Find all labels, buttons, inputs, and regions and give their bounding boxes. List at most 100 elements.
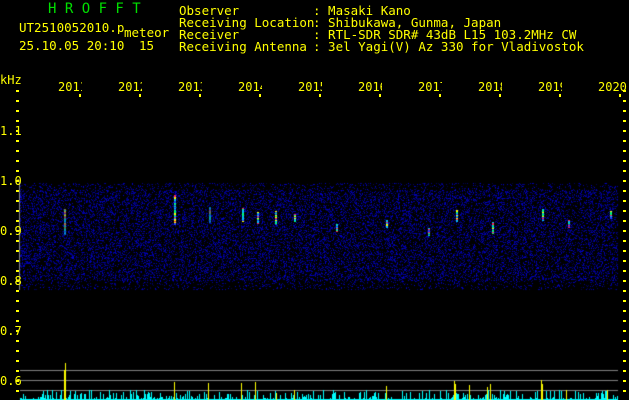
y-tick-right xyxy=(623,240,626,242)
y-tick xyxy=(16,320,19,322)
y-tick xyxy=(16,170,19,172)
y-tick xyxy=(16,390,19,392)
y-tick-right xyxy=(623,170,626,172)
y-tick-right xyxy=(623,380,626,382)
file-type: meteor xyxy=(124,25,170,40)
y-tick-label: 1.0 xyxy=(0,174,22,188)
y-tick-right xyxy=(623,180,626,182)
x-tick-label: 2020 xyxy=(598,80,627,94)
y-tick xyxy=(16,230,19,232)
x-tick xyxy=(79,94,81,97)
x-tick xyxy=(259,94,261,97)
y-tick xyxy=(16,290,19,292)
y-tick-right xyxy=(623,190,626,192)
x-tick-label: 2014 xyxy=(238,80,262,94)
y-tick-label: 0.6 xyxy=(0,374,22,388)
y-tick xyxy=(16,200,19,202)
y-tick-right xyxy=(623,310,626,312)
y-tick-right xyxy=(623,390,626,392)
y-tick xyxy=(16,330,19,332)
y-tick xyxy=(16,270,19,272)
y-tick xyxy=(16,370,19,372)
y-tick-right xyxy=(623,150,626,152)
x-tick xyxy=(559,94,561,97)
x-tick xyxy=(319,94,321,97)
y-tick xyxy=(16,210,19,212)
y-tick xyxy=(16,280,19,282)
file-name: UT2510052010.png xyxy=(19,22,124,34)
y-tick-right xyxy=(623,100,626,102)
y-tick xyxy=(16,190,19,192)
y-tick xyxy=(16,160,19,162)
unit-label: kHz xyxy=(0,73,22,87)
info-value-location: : Shibukawa, Gunma, Japan xyxy=(313,15,502,30)
y-tick-right xyxy=(623,120,626,122)
y-tick-label: 0.9 xyxy=(0,224,22,238)
info-value-antenna: : 3el Yagi(V) Az 330 for Vladivostok xyxy=(313,39,584,54)
info-label-receiver: Receiver xyxy=(179,27,240,42)
y-tick-right xyxy=(623,290,626,292)
y-tick xyxy=(16,100,19,102)
y-tick-label: 1.1 xyxy=(0,124,22,138)
y-tick-right xyxy=(623,90,626,92)
y-tick-right xyxy=(623,140,626,142)
y-tick xyxy=(16,360,19,362)
y-tick xyxy=(16,340,19,342)
app-title: H R O F F T xyxy=(48,1,141,17)
y-tick xyxy=(16,130,19,132)
y-tick xyxy=(16,380,19,382)
y-tick-right xyxy=(623,300,626,302)
y-tick-right xyxy=(623,270,626,272)
x-tick xyxy=(499,94,501,97)
y-tick xyxy=(16,150,19,152)
y-tick-right xyxy=(623,250,626,252)
y-tick-right xyxy=(623,110,626,112)
y-tick-right xyxy=(623,350,626,352)
y-tick xyxy=(16,300,19,302)
y-tick xyxy=(16,90,19,92)
y-tick xyxy=(16,180,19,182)
y-tick-right xyxy=(623,200,626,202)
y-tick xyxy=(16,110,19,112)
y-tick-label: 0.8 xyxy=(0,274,22,288)
info-label-location: Receiving Location xyxy=(179,15,315,30)
x-tick xyxy=(199,94,201,97)
x-tick-label: 2017 xyxy=(418,80,442,94)
y-tick xyxy=(16,220,19,222)
echo-count: 15 xyxy=(139,38,155,53)
x-tick-label: 2018 xyxy=(478,80,502,94)
y-tick-right xyxy=(623,220,626,222)
y-tick xyxy=(16,240,19,242)
y-tick-right xyxy=(623,160,626,162)
file-datetime: 25.10.05 20:10 xyxy=(19,38,125,53)
y-tick-right xyxy=(623,330,626,332)
y-tick xyxy=(16,140,19,142)
y-tick-right xyxy=(623,130,626,132)
y-tick-right xyxy=(623,370,626,372)
x-tick xyxy=(619,94,621,97)
y-tick-right xyxy=(623,210,626,212)
y-tick-right xyxy=(623,260,626,262)
y-tick-right xyxy=(623,360,626,362)
y-tick xyxy=(16,350,19,352)
x-tick-label: 2011 xyxy=(58,80,82,94)
x-tick-label: 2016 xyxy=(358,80,382,94)
y-tick-right xyxy=(623,320,626,322)
x-tick xyxy=(439,94,441,97)
y-tick-right xyxy=(623,340,626,342)
info-label-antenna: Receiving Antenna xyxy=(179,39,307,54)
x-tick-label: 2013 xyxy=(178,80,202,94)
y-tick xyxy=(16,310,19,312)
y-tick xyxy=(16,250,19,252)
y-tick-right xyxy=(623,230,626,232)
info-label-observer: Observer xyxy=(179,3,240,18)
y-tick-label: 0.7 xyxy=(0,324,22,338)
y-tick xyxy=(16,260,19,262)
x-tick-label: 2015 xyxy=(298,80,322,94)
x-tick xyxy=(379,94,381,97)
x-tick xyxy=(139,94,141,97)
info-value-receiver: : RTL-SDR SDR# 43dB L15 103.2MHz CW xyxy=(313,27,577,42)
info-value-observer: : Masaki Kano xyxy=(313,3,411,18)
